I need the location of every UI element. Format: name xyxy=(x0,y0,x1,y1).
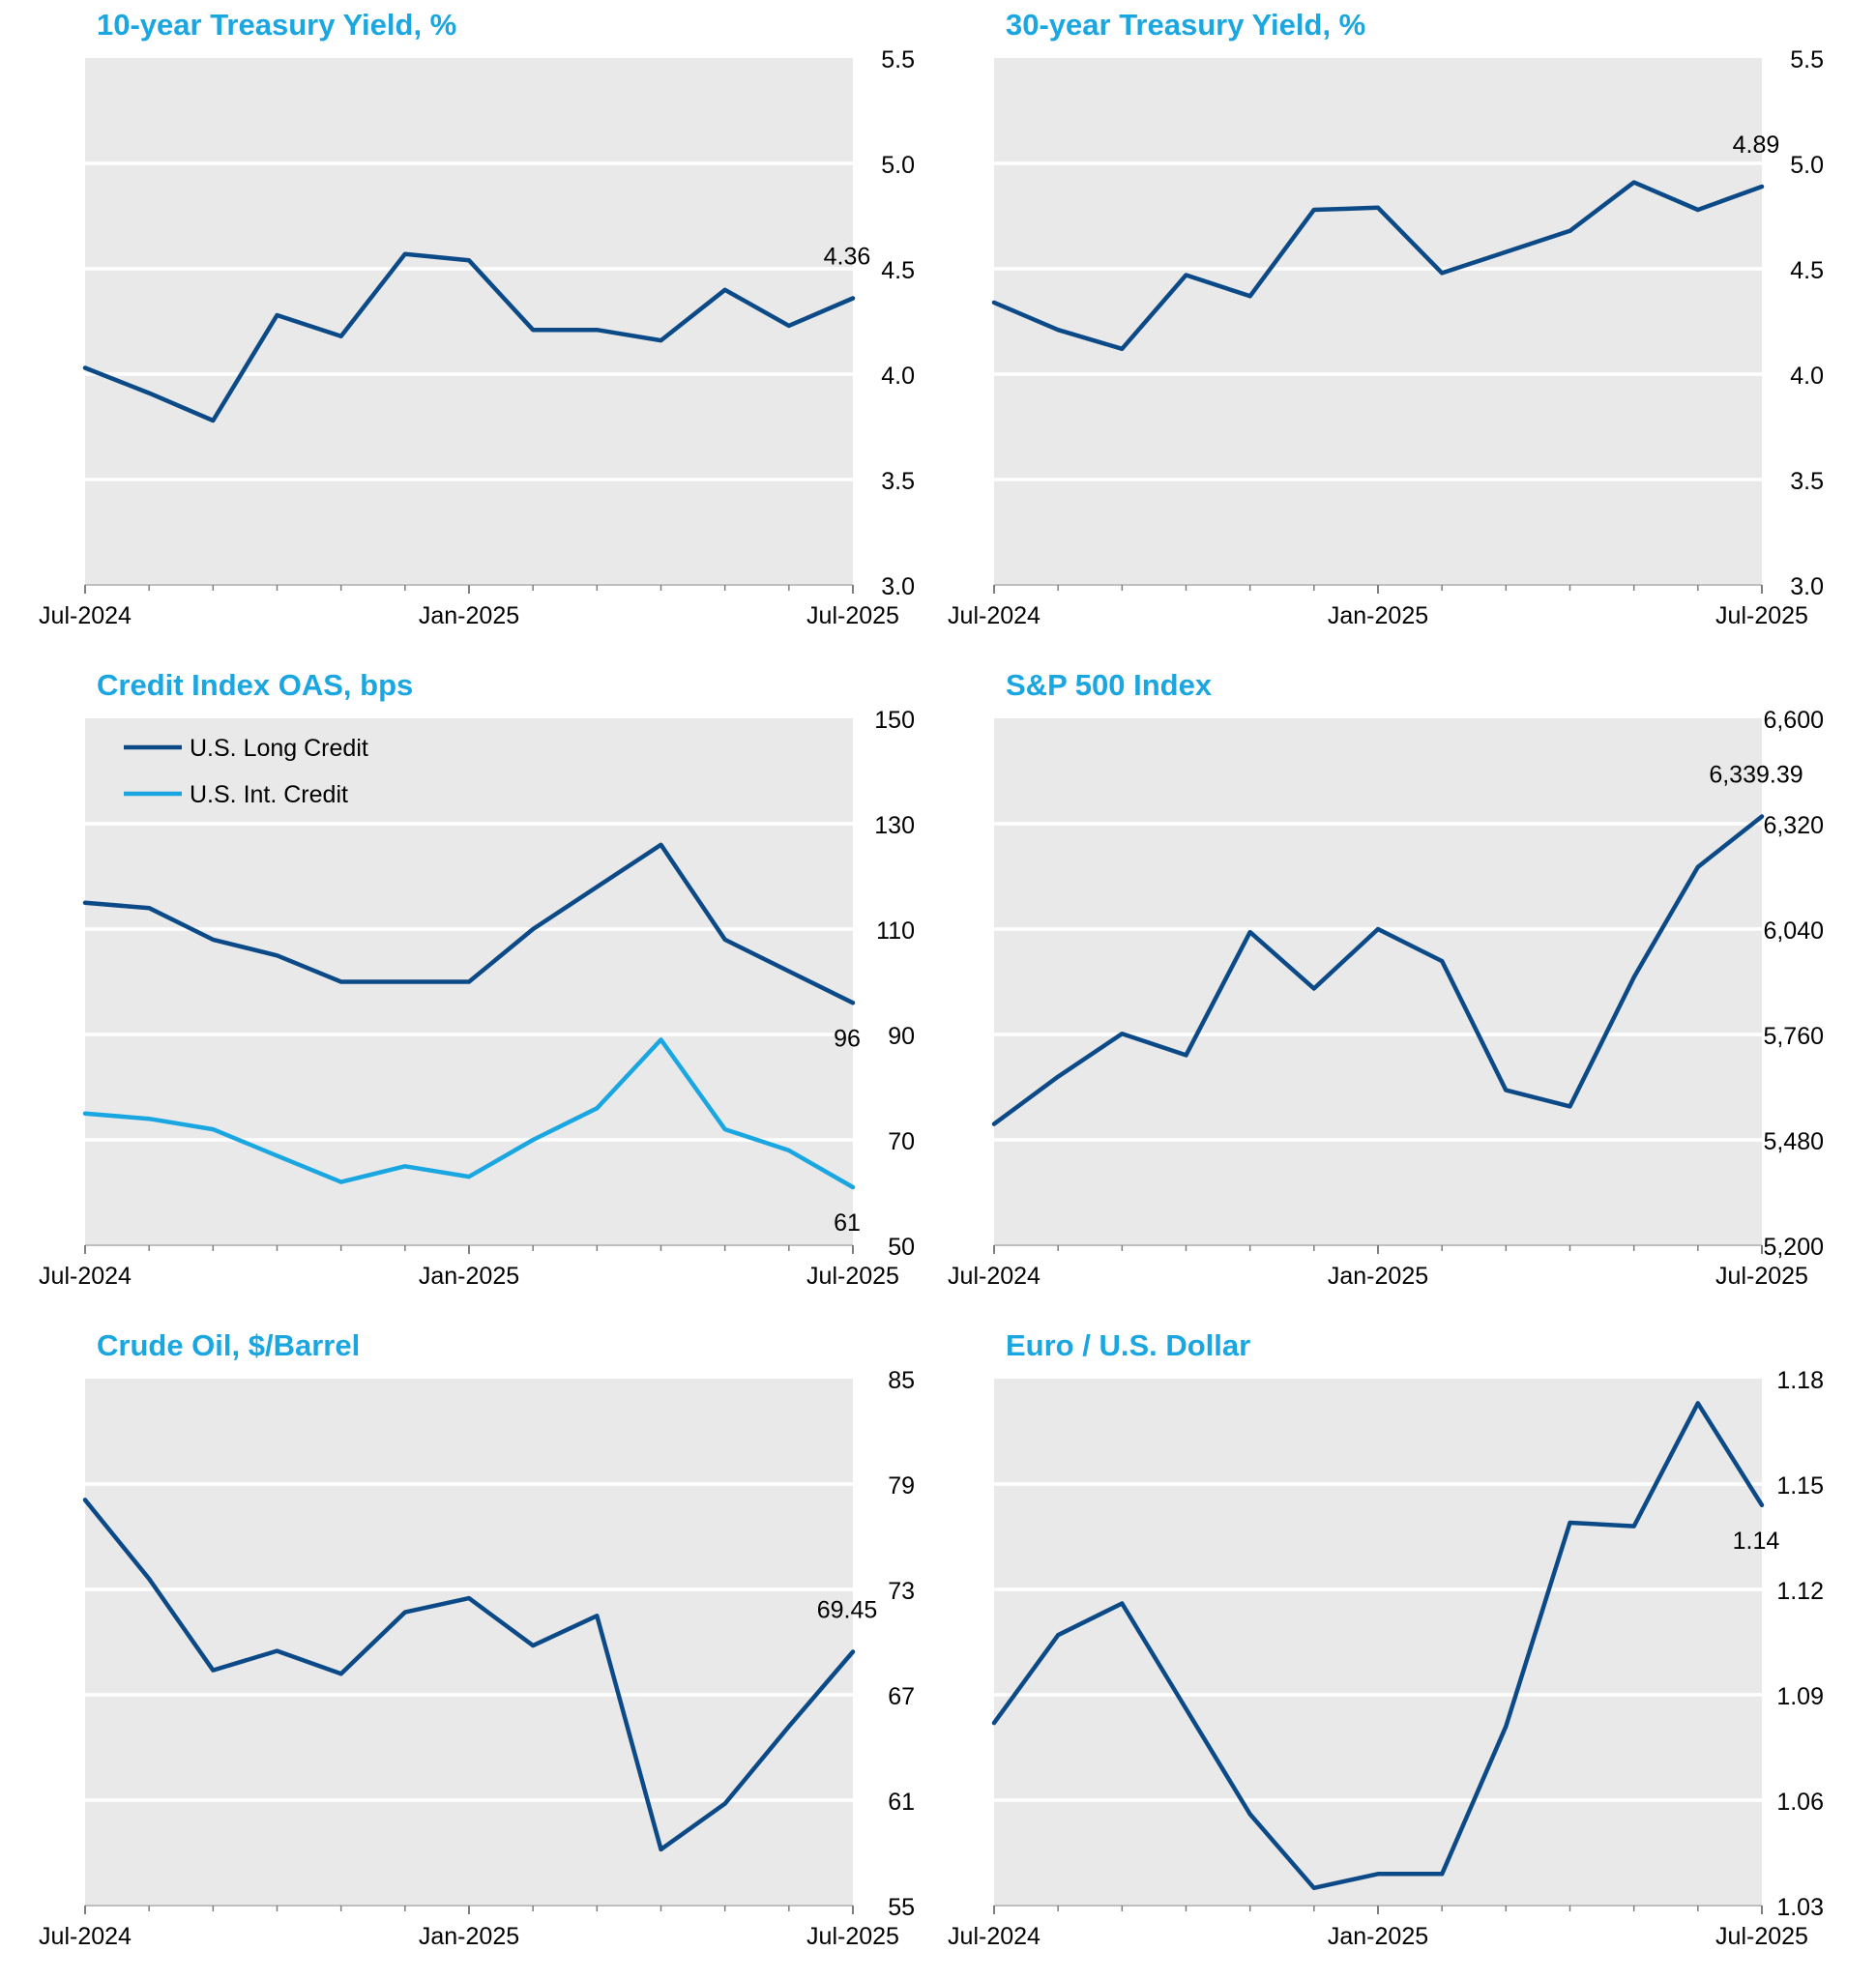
x-tick-label: Jul-2025 xyxy=(806,1923,899,1950)
chart-svg: 3.0 3.5 4.0 4.5 5.0 5.5 Jul-2024 Jan-2025 Jul-20… xyxy=(39,46,915,629)
plot-area xyxy=(994,58,1762,585)
x-tick-label: Jan-2025 xyxy=(419,1923,519,1950)
chart-title: Euro / U.S. Dollar xyxy=(1006,1328,1251,1362)
legend-label: U.S. Long Credit xyxy=(190,735,368,762)
chart-panel-10yr-treasury: 10-year Treasury Yield, % 3.0 3.5 4.0 4.5 5.… xyxy=(0,0,938,659)
x-tick-label: Jul-2024 xyxy=(39,1263,132,1290)
chart-svg: 50 70 90 110 130 150 Jul-2024 Jan-2025 Jul-2025 9… xyxy=(39,707,915,1290)
x-tick-label: Jul-2024 xyxy=(39,1923,132,1950)
x-tick-label: Jul-2025 xyxy=(806,1263,899,1290)
y-tick-label: 5.0 xyxy=(881,152,915,179)
y-tick-label: 3.0 xyxy=(881,573,915,600)
y-tick-label: 73 xyxy=(888,1578,915,1605)
data-label: 4.36 xyxy=(824,244,871,271)
series-line xyxy=(82,1037,856,1190)
y-tick-label: 5,200 xyxy=(1763,1234,1824,1261)
y-tick-label: 1.15 xyxy=(1776,1472,1824,1500)
y-tick-label: 70 xyxy=(888,1128,915,1155)
chart-title: S&P 500 Index xyxy=(1006,668,1213,702)
x-tick-label: Jan-2025 xyxy=(1328,1263,1428,1290)
y-tick-label: 1.12 xyxy=(1776,1578,1824,1605)
data-label: 96 xyxy=(834,1025,861,1052)
x-tick-label: Jul-2025 xyxy=(806,602,899,629)
y-tick-label: 5.0 xyxy=(1790,152,1824,179)
plot-area xyxy=(85,58,853,585)
data-label: 69.45 xyxy=(817,1596,878,1623)
chart-panel-eur-usd: Euro / U.S. Dollar 1.03 1.06 1.09 1.12 1.15 1… xyxy=(909,1321,1847,1980)
chart-title: 30-year Treasury Yield, % xyxy=(1006,8,1366,42)
x-tick-label: Jul-2025 xyxy=(1715,602,1808,629)
plot-area xyxy=(994,718,1762,1245)
y-tick-label: 4.0 xyxy=(1790,363,1824,390)
y-tick-label: 150 xyxy=(874,707,915,734)
y-tick-label: 6,040 xyxy=(1763,917,1824,945)
y-tick-label: 3.0 xyxy=(1790,573,1824,600)
y-tick-label: 6,320 xyxy=(1763,812,1824,839)
x-tick-label: Jan-2025 xyxy=(419,1263,519,1290)
plot-area xyxy=(85,1379,853,1906)
y-tick-label: 1.18 xyxy=(1776,1367,1824,1394)
data-label: 4.89 xyxy=(1733,131,1780,159)
y-tick-label: 130 xyxy=(874,812,915,839)
data-label: 6,339.39 xyxy=(1709,761,1803,788)
y-tick-label: 3.5 xyxy=(1790,468,1824,495)
plot-area xyxy=(994,1379,1762,1906)
x-tick-label: Jul-2025 xyxy=(1715,1263,1808,1290)
y-tick-label: 55 xyxy=(888,1894,915,1921)
chart-title: Crude Oil, $/Barrel xyxy=(97,1328,361,1362)
y-tick-label: 1.03 xyxy=(1776,1894,1824,1921)
x-tick-label: Jan-2025 xyxy=(1328,602,1428,629)
y-tick-label: 4.5 xyxy=(1790,257,1824,284)
data-label: 61 xyxy=(834,1209,861,1237)
y-tick-label: 3.5 xyxy=(881,468,915,495)
y-tick-label: 4.5 xyxy=(881,257,915,284)
x-tick-label: Jul-2024 xyxy=(948,1263,1041,1290)
y-tick-label: 79 xyxy=(888,1472,915,1500)
chart-panel-30yr-treasury: 30-year Treasury Yield, % 3.0 3.5 4.0 4.5 5.… xyxy=(909,0,1847,659)
y-tick-label: 1.06 xyxy=(1776,1789,1824,1816)
y-tick-label: 61 xyxy=(888,1789,915,1816)
chart-svg: 1.03 1.06 1.09 1.12 1.15 1.18 Jul-2024 Jan-2025… xyxy=(948,1367,1824,1950)
chart-svg: 5,200 5,480 5,760 6,040 6,320 6,600 Jul-2024 Ja… xyxy=(948,707,1824,1290)
y-tick-label: 5,480 xyxy=(1763,1128,1824,1155)
chart-svg: 3.0 3.5 4.0 4.5 5.0 5.5 Jul-2024 Jan-2025 Jul-20… xyxy=(948,46,1824,629)
y-tick-label: 90 xyxy=(888,1023,915,1050)
chart-panel-credit-oas: Credit Index OAS, bps 50 70 90 110 130 150 Jul… xyxy=(0,660,938,1320)
y-tick-label: 85 xyxy=(888,1367,915,1394)
chart-title: Credit Index OAS, bps xyxy=(97,668,414,702)
series-line xyxy=(82,251,856,423)
legend-label: U.S. Int. Credit xyxy=(190,781,348,808)
x-tick-label: Jul-2024 xyxy=(948,1923,1041,1950)
x-tick-label: Jul-2024 xyxy=(948,602,1041,629)
y-tick-label: 5,760 xyxy=(1763,1023,1824,1050)
y-tick-label: 1.09 xyxy=(1776,1683,1824,1710)
data-label: 1.14 xyxy=(1733,1528,1780,1555)
x-tick-label: Jul-2024 xyxy=(39,602,132,629)
chart-title: 10-year Treasury Yield, % xyxy=(97,8,457,42)
series-line xyxy=(991,180,1765,352)
y-tick-label: 50 xyxy=(888,1234,915,1261)
y-tick-label: 5.5 xyxy=(1790,46,1824,73)
y-tick-label: 4.0 xyxy=(881,363,915,390)
chart-panel-crude-oil: Crude Oil, $/Barrel 55 61 67 73 79 85 Jul-2024… xyxy=(0,1321,938,1980)
chart-panel-sp500: S&P 500 Index 5,200 5,480 5,760 6,040 6,320 6… xyxy=(909,660,1847,1320)
y-tick-label: 67 xyxy=(888,1683,915,1710)
x-tick-label: Jan-2025 xyxy=(1328,1923,1428,1950)
y-tick-label: 6,600 xyxy=(1763,707,1824,734)
series-line xyxy=(82,1498,856,1852)
y-tick-label: 110 xyxy=(876,917,915,945)
y-tick-label: 5.5 xyxy=(881,46,915,73)
chart-svg: 55 61 67 73 79 85 Jul-2024 Jan-2025 Jul-2025 69.4… xyxy=(39,1367,915,1950)
x-tick-label: Jul-2025 xyxy=(1715,1923,1808,1950)
x-tick-label: Jan-2025 xyxy=(419,602,519,629)
